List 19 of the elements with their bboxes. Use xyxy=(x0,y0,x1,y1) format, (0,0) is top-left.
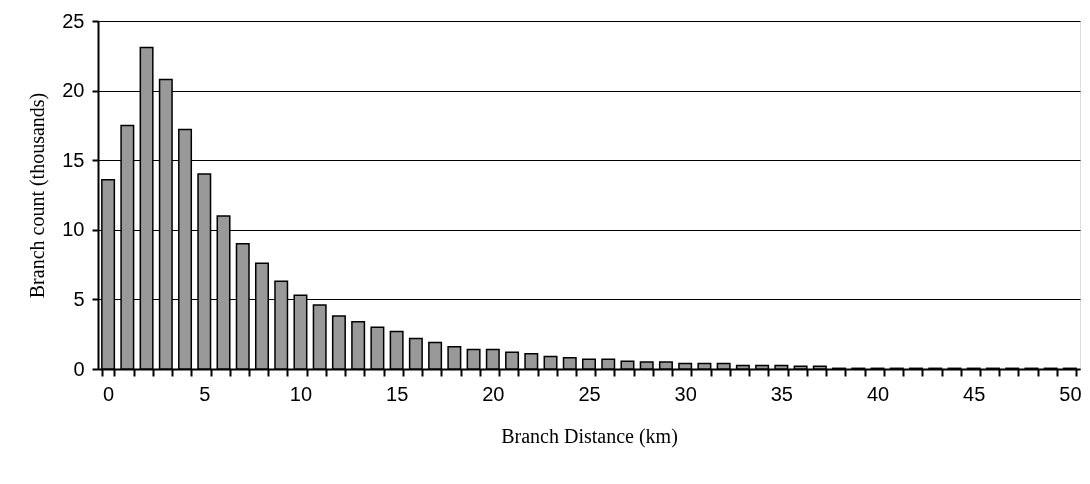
x-tick-label: 35 xyxy=(770,382,793,405)
y-tick-label: 20 xyxy=(62,79,85,102)
x-tick-label: 45 xyxy=(963,382,986,405)
y-tick-label: 25 xyxy=(62,9,85,32)
x-tick-label: 20 xyxy=(482,382,505,405)
x-tick-label: 15 xyxy=(386,382,409,405)
x-tick-label: 25 xyxy=(578,382,601,405)
y-tick-label: 15 xyxy=(62,148,85,171)
x-tick-label: 50 xyxy=(1059,382,1082,405)
y-axis-title: Branch count (thousands) xyxy=(26,92,50,299)
x-tick-label: 5 xyxy=(199,382,211,405)
x-tick-label: 40 xyxy=(866,382,890,405)
y-tick-label: 10 xyxy=(62,218,85,241)
x-tick-label: 0 xyxy=(103,382,115,405)
x-tick-label: 10 xyxy=(289,382,313,405)
x-tick-label: 30 xyxy=(674,382,697,405)
x-axis-title: Branch Distance (km) xyxy=(501,424,678,448)
y-tick-label: 5 xyxy=(73,287,85,310)
y-tick-label: 0 xyxy=(73,357,85,380)
